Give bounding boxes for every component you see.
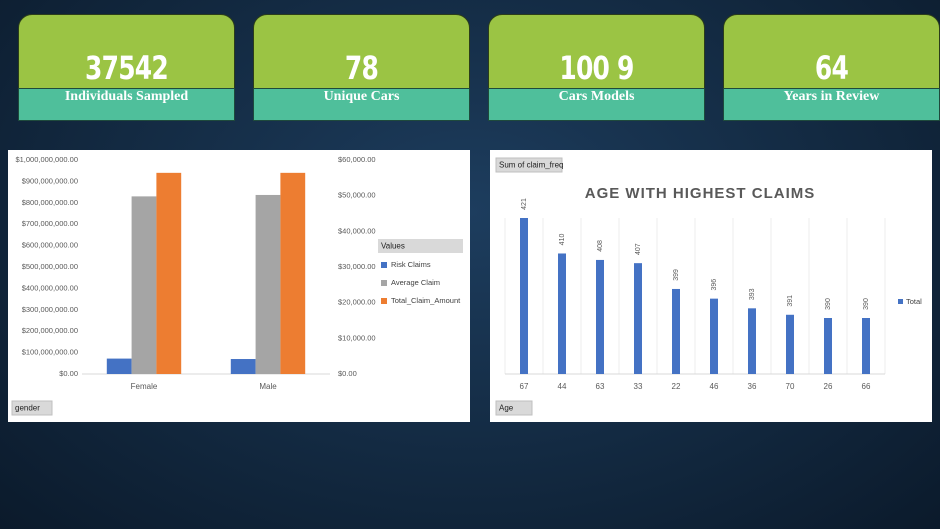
- filter-button[interactable]: [495, 157, 563, 173]
- y2-tick-label: $20,000.00: [338, 298, 376, 307]
- x-tick-label: 66: [862, 382, 871, 391]
- bar: [255, 194, 281, 374]
- filter-label[interactable]: Sum of claim_freq: [499, 161, 563, 170]
- kpi-value: 78: [344, 49, 379, 87]
- y-tick-label: $700,000,000.00: [22, 219, 78, 228]
- value-label: 390: [863, 298, 870, 310]
- y-tick-label: $0.00: [59, 369, 78, 378]
- legend-swatch: [381, 298, 387, 304]
- kpi-label: Cars Models: [488, 88, 705, 121]
- bar: [748, 308, 756, 374]
- bar: [230, 359, 256, 374]
- bar: [824, 318, 832, 374]
- value-label: 391: [787, 295, 794, 307]
- y-tick-label: $900,000,000.00: [22, 176, 78, 185]
- bar: [106, 358, 132, 374]
- bar: [634, 263, 642, 374]
- kpi-card: 100 9 Cars Models: [488, 14, 705, 121]
- y-tick-label: $800,000,000.00: [22, 198, 78, 207]
- y-tick-label: $500,000,000.00: [22, 262, 78, 271]
- bar: [672, 288, 680, 374]
- chart-title: AGE WITH HIGHEST CLAIMS: [585, 185, 816, 202]
- value-label: 393: [749, 288, 756, 300]
- x-tick-label: 22: [672, 382, 681, 391]
- bar: [786, 314, 794, 374]
- bar: [558, 253, 566, 374]
- filter-button[interactable]: [495, 400, 533, 416]
- legend-label: Total_Claim_Amount: [391, 296, 461, 305]
- bar: [520, 218, 528, 374]
- value-label: 396: [711, 279, 718, 291]
- x-tick-label: Male: [259, 382, 277, 391]
- bar: [710, 298, 718, 374]
- value-label: 390: [825, 298, 832, 310]
- y2-tick-label: $50,000.00: [338, 191, 376, 200]
- value-label: 410: [559, 234, 566, 246]
- legend-swatch: [381, 262, 387, 268]
- kpi-value: 100 9: [559, 49, 634, 87]
- value-label: 408: [597, 240, 604, 252]
- x-tick-label: 67: [520, 382, 529, 391]
- x-tick-label: Female: [131, 382, 158, 391]
- x-tick-label: 46: [710, 382, 719, 391]
- value-label: 421: [521, 198, 528, 210]
- kpi-value: 64: [814, 49, 849, 87]
- y-tick-label: $600,000,000.00: [22, 241, 78, 250]
- y-tick-label: $400,000,000.00: [22, 283, 78, 292]
- legend-label: Average Claim: [391, 278, 440, 287]
- card-top: [18, 14, 235, 90]
- kpi-label: Individuals Sampled: [18, 88, 235, 121]
- x-tick-label: 44: [558, 382, 567, 391]
- kpi-card: 78 Unique Cars: [253, 14, 470, 121]
- bar: [156, 172, 182, 374]
- x-tick-label: 26: [824, 382, 833, 391]
- legend-header: [378, 239, 463, 253]
- kpi-card: 37542 Individuals Sampled: [18, 14, 235, 121]
- kpi-value: 37542: [85, 49, 169, 87]
- kpi-card: 64 Years in Review: [723, 14, 940, 121]
- y-tick-label: $300,000,000.00: [22, 305, 78, 314]
- legend-title: Values: [381, 242, 405, 251]
- x-tick-label: 36: [748, 382, 757, 391]
- y2-tick-label: $30,000.00: [338, 262, 376, 271]
- y2-tick-label: $0.00: [338, 369, 357, 378]
- bar: [131, 196, 157, 374]
- y2-tick-label: $40,000.00: [338, 226, 376, 235]
- kpi-label: Years in Review: [723, 88, 940, 121]
- y2-tick-label: $10,000.00: [338, 333, 376, 342]
- y-tick-label: $200,000,000.00: [22, 326, 78, 335]
- legend-label: Risk Claims: [391, 260, 431, 269]
- bar: [596, 259, 604, 374]
- value-label: 399: [673, 269, 680, 281]
- y-tick-label: $1,000,000,000.00: [15, 155, 78, 164]
- value-label: 407: [635, 243, 642, 255]
- kpi-label: Unique Cars: [253, 88, 470, 121]
- y-tick-label: $100,000,000.00: [22, 348, 78, 357]
- y2-tick-label: $60,000.00: [338, 155, 376, 164]
- filter-label[interactable]: gender: [15, 404, 40, 413]
- filter-button[interactable]: [11, 400, 53, 416]
- x-tick-label: 70: [786, 382, 795, 391]
- x-tick-label: 63: [596, 382, 605, 391]
- legend-swatch: [381, 280, 387, 286]
- legend-label: Total: [906, 297, 922, 306]
- legend-swatch: [898, 299, 903, 304]
- card-top: [253, 14, 470, 90]
- filter-label[interactable]: Age: [499, 404, 514, 413]
- gender-chart: $0.00 $100,000,000.00 $200,000,000.00 $300,…: [8, 150, 470, 422]
- card-top: [723, 14, 940, 90]
- age-chart: Sum of claim_freq AGE WITH HIGHEST CLAIMS…: [490, 150, 932, 422]
- x-tick-label: 33: [634, 382, 643, 391]
- bar: [862, 318, 870, 374]
- bar: [280, 172, 306, 374]
